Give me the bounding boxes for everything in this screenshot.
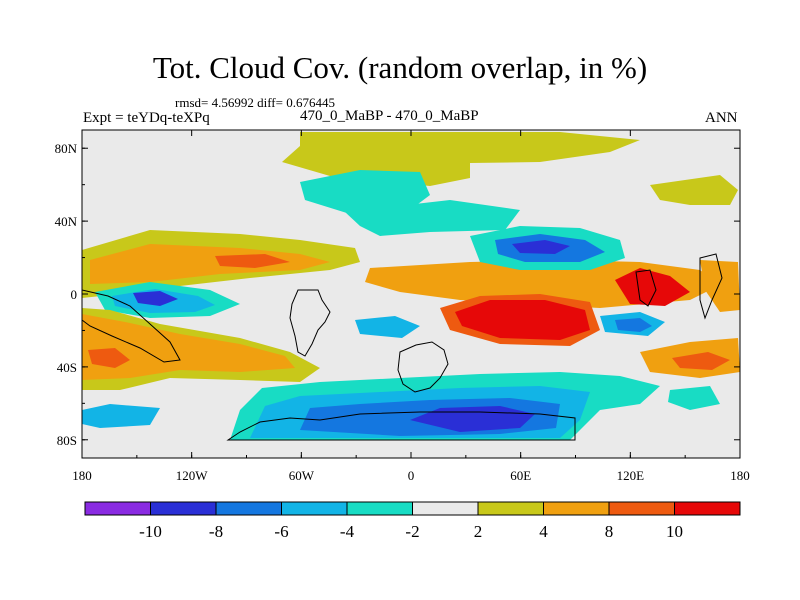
x-tick-label: 0 (408, 468, 415, 483)
colorbar-label: 10 (666, 522, 683, 541)
colorbar-label: -6 (274, 522, 288, 541)
contour-positive-north-right (650, 175, 738, 205)
colorbar-swatch (150, 501, 217, 516)
contour-negative-south-east (668, 386, 720, 410)
y-tick-label: 0 (71, 287, 78, 302)
colorbar-label: -8 (209, 522, 223, 541)
contour-positive-ntrop-left-inner (90, 244, 330, 284)
contour-positive-ssub-left-inner (82, 314, 295, 380)
x-tick-label: 180 (730, 468, 750, 483)
contour-positive-ssub-right-core (672, 352, 730, 370)
y-tick-label: 80N (55, 141, 78, 156)
coastline-west-pacific (82, 289, 181, 363)
contour-field (82, 130, 740, 458)
coastline-south-america (289, 289, 331, 357)
contour-positive-east-edge (700, 260, 740, 312)
x-tick-label: 120E (617, 468, 645, 483)
coastline-maritime (635, 269, 657, 307)
contour-positive-indian-core (455, 300, 590, 340)
contour-negative-north-mid (345, 200, 520, 236)
coastline-east-asia (699, 253, 723, 320)
x-tick-label: 120W (176, 468, 209, 483)
axis-ticks: 180 120W 60W 0 60E 120E 180 80N 40N 0 40S 80S (55, 130, 750, 483)
map-title: Tot. Cloud Cov. (random overlap, in %) (152, 50, 648, 85)
stats-label: rmsd= 4.56992 diff= 0.676445 (175, 95, 335, 110)
case-label: 470_0_MaBP - 470_0_MaBP (300, 108, 479, 124)
colorbar-label: 8 (605, 522, 614, 541)
x-tick-label: 60W (289, 468, 315, 483)
colorbar-swatch (346, 501, 413, 516)
contour-negative-trop-left-core (133, 291, 178, 306)
colorbar-swatch (215, 501, 282, 516)
colorbar-swatch (477, 501, 544, 516)
colorbar-swatch (608, 501, 675, 516)
colorbar-label: -10 (139, 522, 162, 541)
contour-negative-north-upper (300, 170, 430, 214)
contour-negative-south-west (82, 404, 160, 428)
colorbar-swatch (543, 501, 610, 516)
contour-negative-eq-spot-b-core (615, 318, 652, 332)
contour-negative-npac-core (512, 240, 570, 254)
contour-negative-eq-spot-a (355, 316, 420, 338)
contour-positive-ntrop-left-core (215, 254, 290, 268)
y-tick-label: 40S (57, 360, 77, 375)
contour-positive-ssub-left-core (88, 348, 130, 368)
colorbar-label: 2 (474, 522, 483, 541)
colorbar-label: -4 (340, 522, 355, 541)
colorbar-swatch (281, 501, 348, 516)
contour-positive-maritime-core (615, 268, 690, 306)
experiment-label: Expt = teYDq-teXPq (83, 110, 210, 126)
coastline-outlines (82, 253, 723, 441)
colorbar-swatch (674, 501, 741, 516)
colorbar-label: 4 (539, 522, 548, 541)
y-tick-label: 80S (57, 433, 77, 448)
coastline-africa (397, 341, 449, 393)
colorbar: -10 -8 -6 -4 -2 2 4 8 10 (84, 501, 741, 541)
x-tick-label: 180 (72, 468, 92, 483)
x-tick-label: 60E (510, 468, 531, 483)
season-label: ANN (705, 110, 738, 126)
coastline-antarctica (226, 411, 576, 441)
colorbar-swatch (84, 501, 151, 516)
y-tick-label: 40N (55, 214, 78, 229)
colorbar-label: -2 (405, 522, 419, 541)
colorbar-swatch (412, 501, 479, 516)
